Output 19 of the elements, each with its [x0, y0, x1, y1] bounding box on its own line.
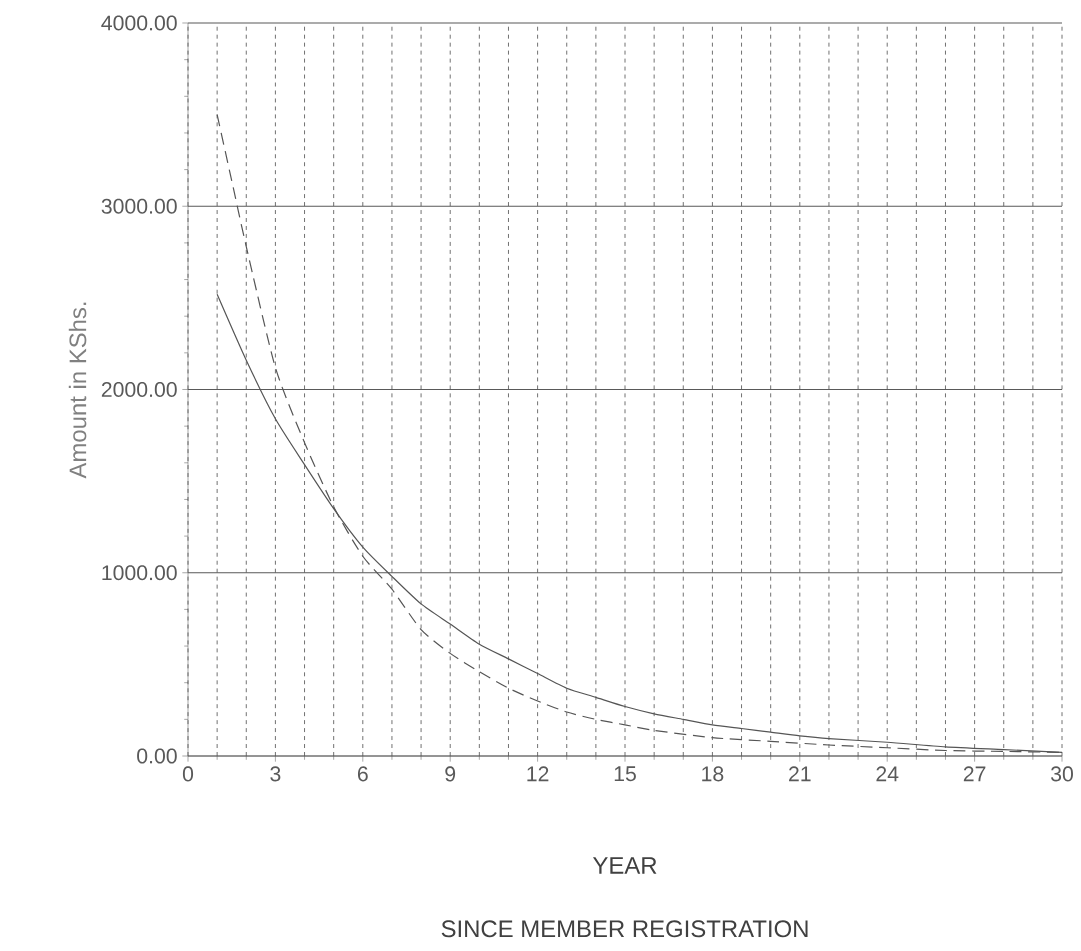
x-tick-label: 21 [789, 766, 811, 782]
x-tick-label: 0 [182, 766, 194, 782]
x-tick-label: 27 [963, 766, 986, 782]
x-tick-label: 18 [702, 766, 724, 782]
x-tick-label: 30 [1051, 766, 1073, 782]
y-tick-label: 2000.00 [101, 381, 177, 398]
x-tick-label: 3 [270, 766, 281, 782]
x-tick-label: 6 [357, 766, 368, 782]
x-tick-label: 9 [445, 766, 456, 782]
x-axis-title: YEAR [592, 857, 657, 874]
x-tick-label: 15 [614, 766, 636, 782]
y-tick-label: 3000.00 [101, 198, 177, 214]
y-tick-label: 4000.00 [101, 15, 177, 31]
x-tick-label: 12 [527, 766, 549, 782]
x-tick-label: 24 [876, 766, 899, 782]
y-tick-label: 0.00 [137, 748, 177, 764]
y-axis-title: Amount in KShs. [68, 302, 87, 479]
text: SINCE MEMBER REGISTRATION [441, 920, 808, 938]
y-tick-label: 1000.00 [102, 565, 177, 581]
